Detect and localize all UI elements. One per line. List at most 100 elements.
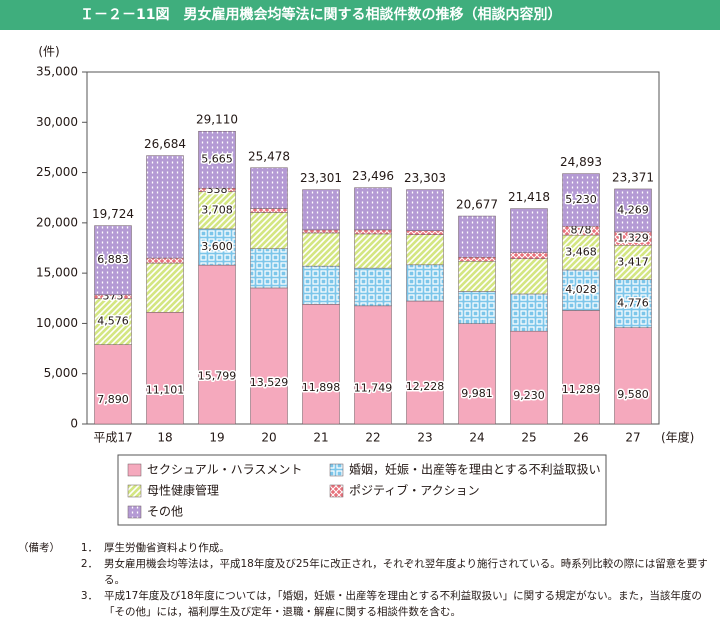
chart: (件) 0 5,000 10,000 15,000 20,000 25,000 30,000 3… <box>36 45 694 526</box>
legend-label: ポジティブ・アクション <box>349 483 480 498</box>
legend-swatch <box>127 484 142 498</box>
notes-label <box>18 556 76 588</box>
y-tick-label: 15,000 <box>36 266 78 280</box>
bar-segment <box>250 167 288 209</box>
y-tick-label: 20,000 <box>36 215 78 229</box>
bar-segment <box>302 304 340 425</box>
bar-segment <box>302 229 340 234</box>
bar-segment <box>406 234 444 266</box>
y-tick-label: 25,000 <box>36 165 78 179</box>
bar-segment <box>146 257 184 264</box>
bar-segment <box>250 208 288 213</box>
bar-segment <box>354 229 392 235</box>
x-tick-label: 25 <box>521 431 536 445</box>
legend-swatch <box>127 463 142 477</box>
segment-label: 9,981 <box>461 387 493 400</box>
notes-label <box>18 588 76 620</box>
x-tick-label: 23 <box>417 431 432 445</box>
segment-label: 3,468 <box>565 246 597 259</box>
bar-segment <box>354 187 392 231</box>
x-tick-label: 27 <box>625 431 640 445</box>
bar-segment <box>250 248 288 289</box>
segment-label: 4,028 <box>565 283 597 296</box>
segment-label: 15,799 <box>198 369 237 382</box>
total-label: 19,724 <box>92 207 134 221</box>
legend-label: その他 <box>147 505 183 519</box>
y-tick-label: 30,000 <box>36 115 78 129</box>
y-tick-label: 10,000 <box>36 316 78 330</box>
segment-label: 4,576 <box>97 315 129 328</box>
segment-label: 3,600 <box>201 240 233 253</box>
bar-segment <box>458 256 496 262</box>
segment-label: 6,883 <box>97 253 129 266</box>
note-row: （備考） 1． 厚生労働省資料より作成。 <box>18 540 708 556</box>
x-tick-label: 22 <box>365 431 380 445</box>
bar-segment <box>562 310 600 425</box>
x-tick-label: 21 <box>313 431 328 445</box>
x-tick-label: 26 <box>573 431 588 445</box>
bar-segment <box>406 264 444 302</box>
bar-segment <box>302 189 340 231</box>
total-label: 23,303 <box>404 171 446 185</box>
segment-label: 3,417 <box>617 255 649 268</box>
segment-label: 1,329 <box>617 232 649 245</box>
legend-box <box>117 454 607 526</box>
bar-segment <box>458 323 496 425</box>
bar-segment <box>614 188 652 233</box>
bar-segment <box>198 264 236 425</box>
notes: （備考） 1． 厚生労働省資料より作成。 2． 男女雇用機会均等法は，平成18年度及び2… <box>18 540 708 620</box>
segment-label: 4,269 <box>617 203 649 216</box>
legend-label: 母性健康管理 <box>147 483 219 498</box>
title-banner: Ｉ－２－11図 男女雇用機会均等法に関する相談件数の推移（相談内容別） <box>0 0 720 30</box>
legend-label: セクシュアル・ハラスメント <box>147 463 302 477</box>
y-tick-label: 35,000 <box>36 65 78 79</box>
segment-label: 7,890 <box>97 393 129 406</box>
segment-label: 11,101 <box>146 384 185 397</box>
bar-segment <box>562 173 600 227</box>
bar-segment <box>510 330 548 425</box>
bar-segment <box>614 327 652 425</box>
bar-segment <box>146 262 184 313</box>
total-label: 23,496 <box>352 169 394 183</box>
total-label: 26,684 <box>144 137 186 151</box>
segment-label: 11,749 <box>354 382 393 395</box>
bar-segment <box>406 230 444 235</box>
bar-segment <box>510 252 548 260</box>
segment-label: 12,228 <box>406 380 445 393</box>
bar-segment <box>250 212 288 249</box>
segment-label: 4,776 <box>617 297 649 310</box>
segment-label: 9,230 <box>513 389 545 402</box>
bar-segment <box>354 233 392 269</box>
x-tick-label: 20 <box>261 431 276 445</box>
x-unit: (年度) <box>661 430 694 445</box>
note-number: 2． <box>80 558 98 570</box>
total-label: 25,478 <box>248 149 290 163</box>
note-row: 3． 平成17年度及び18年度については，「婚姻，妊娠・出産等を理由とする不利益取… <box>18 588 708 620</box>
bar-segment <box>510 208 548 253</box>
note-text: 厚生労働省資料より作成。 <box>104 542 230 554</box>
bar-segment <box>458 291 496 324</box>
bar-segment <box>406 189 444 231</box>
total-label: 20,677 <box>456 198 498 212</box>
segment-label: 11,898 <box>302 381 341 394</box>
bar-segment <box>614 245 652 280</box>
bar-segment <box>354 267 392 307</box>
y-tick-label: 5,000 <box>44 366 78 380</box>
bar-segment <box>302 265 340 305</box>
total-label: 24,893 <box>560 155 602 169</box>
bar-segment <box>198 228 236 266</box>
segment-label: 3,708 <box>201 203 233 216</box>
total-label: 23,301 <box>300 171 342 185</box>
legend-swatch <box>329 463 344 477</box>
bar-segment <box>302 232 340 267</box>
legend-swatch <box>329 484 344 498</box>
note-number: 3． <box>80 590 98 602</box>
total-label: 23,371 <box>612 170 654 184</box>
x-tick-label: 24 <box>469 431 484 445</box>
note-text: 平成17年度及び18年度については，「婚姻，妊娠・出産等を理由とする不利益取扱い… <box>104 590 702 618</box>
x-tick-label: 平成17 <box>93 431 132 445</box>
bar-segment <box>510 258 548 295</box>
bar-segment <box>510 293 548 332</box>
bar-segment <box>146 312 184 425</box>
